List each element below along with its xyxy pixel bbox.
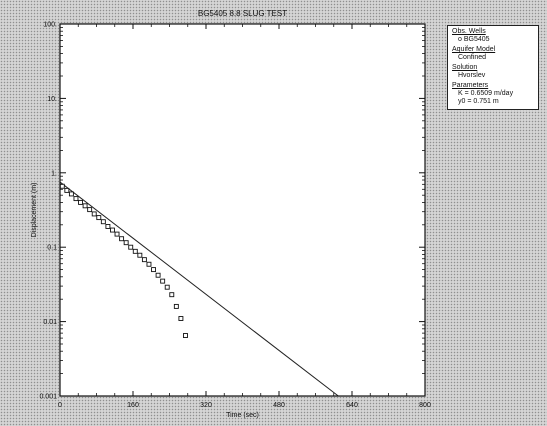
data-point (155, 272, 161, 278)
data-point (96, 215, 102, 221)
legend-solution-heading: Solution (452, 64, 478, 71)
x-tick-label: 800 (419, 402, 431, 409)
data-point (64, 187, 70, 193)
data-point (151, 267, 156, 273)
legend-obs-well: o BG5405 (458, 36, 490, 43)
legend-aquifer-heading: Aquifer Model (452, 46, 496, 53)
chart-title: BG5405 8.8 SLUG TEST (198, 9, 287, 18)
y-tick-label: 0.01 (43, 319, 57, 326)
x-tick-label: 320 (200, 402, 212, 409)
data-point (91, 211, 97, 217)
data-point (183, 333, 188, 338)
fitted-line (59, 181, 339, 397)
data-point (82, 203, 88, 209)
data-point (123, 240, 129, 246)
legend-parameters-heading: Parameters (452, 82, 489, 89)
data-point (173, 303, 179, 309)
y-tick-label: 0.001 (39, 394, 57, 401)
data-point (137, 252, 143, 258)
x-axis-label: Time (sec) (226, 412, 259, 419)
data-point (110, 227, 115, 233)
legend-obs-wells-heading: Obs. Wells (452, 28, 486, 35)
y-tick-label: 0.1 (47, 245, 57, 252)
y-tick-label: 1. (51, 170, 57, 177)
data-point (87, 207, 93, 213)
legend-solution-value: Hvorslev (458, 72, 486, 79)
x-tick-label: 480 (273, 402, 285, 409)
data-point (132, 248, 138, 254)
data-point (141, 257, 147, 263)
y-tick-label: 100. (43, 22, 57, 29)
x-tick-label: 160 (127, 402, 139, 409)
y-axis-label: Displacement (m) (31, 183, 38, 238)
data-point (119, 236, 125, 242)
legend-param-k: K = 0.6509 m/day (458, 90, 514, 97)
data-point (164, 284, 170, 290)
data-point (100, 219, 106, 225)
data-point (114, 231, 120, 237)
legend-param-y0: y0 = 0.751 m (458, 98, 499, 105)
data-point (105, 224, 111, 229)
data-point (78, 199, 83, 205)
data-point (146, 261, 152, 267)
legend-aquifer-value: Confined (458, 54, 487, 61)
data-point (178, 316, 184, 321)
x-tick-label: 640 (346, 402, 358, 409)
x-tick-label: 0 (58, 402, 62, 409)
plot-area (60, 24, 425, 396)
data-point (59, 183, 65, 189)
data-point (128, 244, 134, 250)
legend-box: Obs. Wells o BG5405 Aquifer Model Confin… (447, 25, 539, 110)
y-tick-label: 10. (47, 96, 57, 103)
data-point (73, 196, 79, 202)
data-point (160, 278, 166, 284)
data-point (169, 292, 175, 298)
data-point (68, 191, 74, 197)
